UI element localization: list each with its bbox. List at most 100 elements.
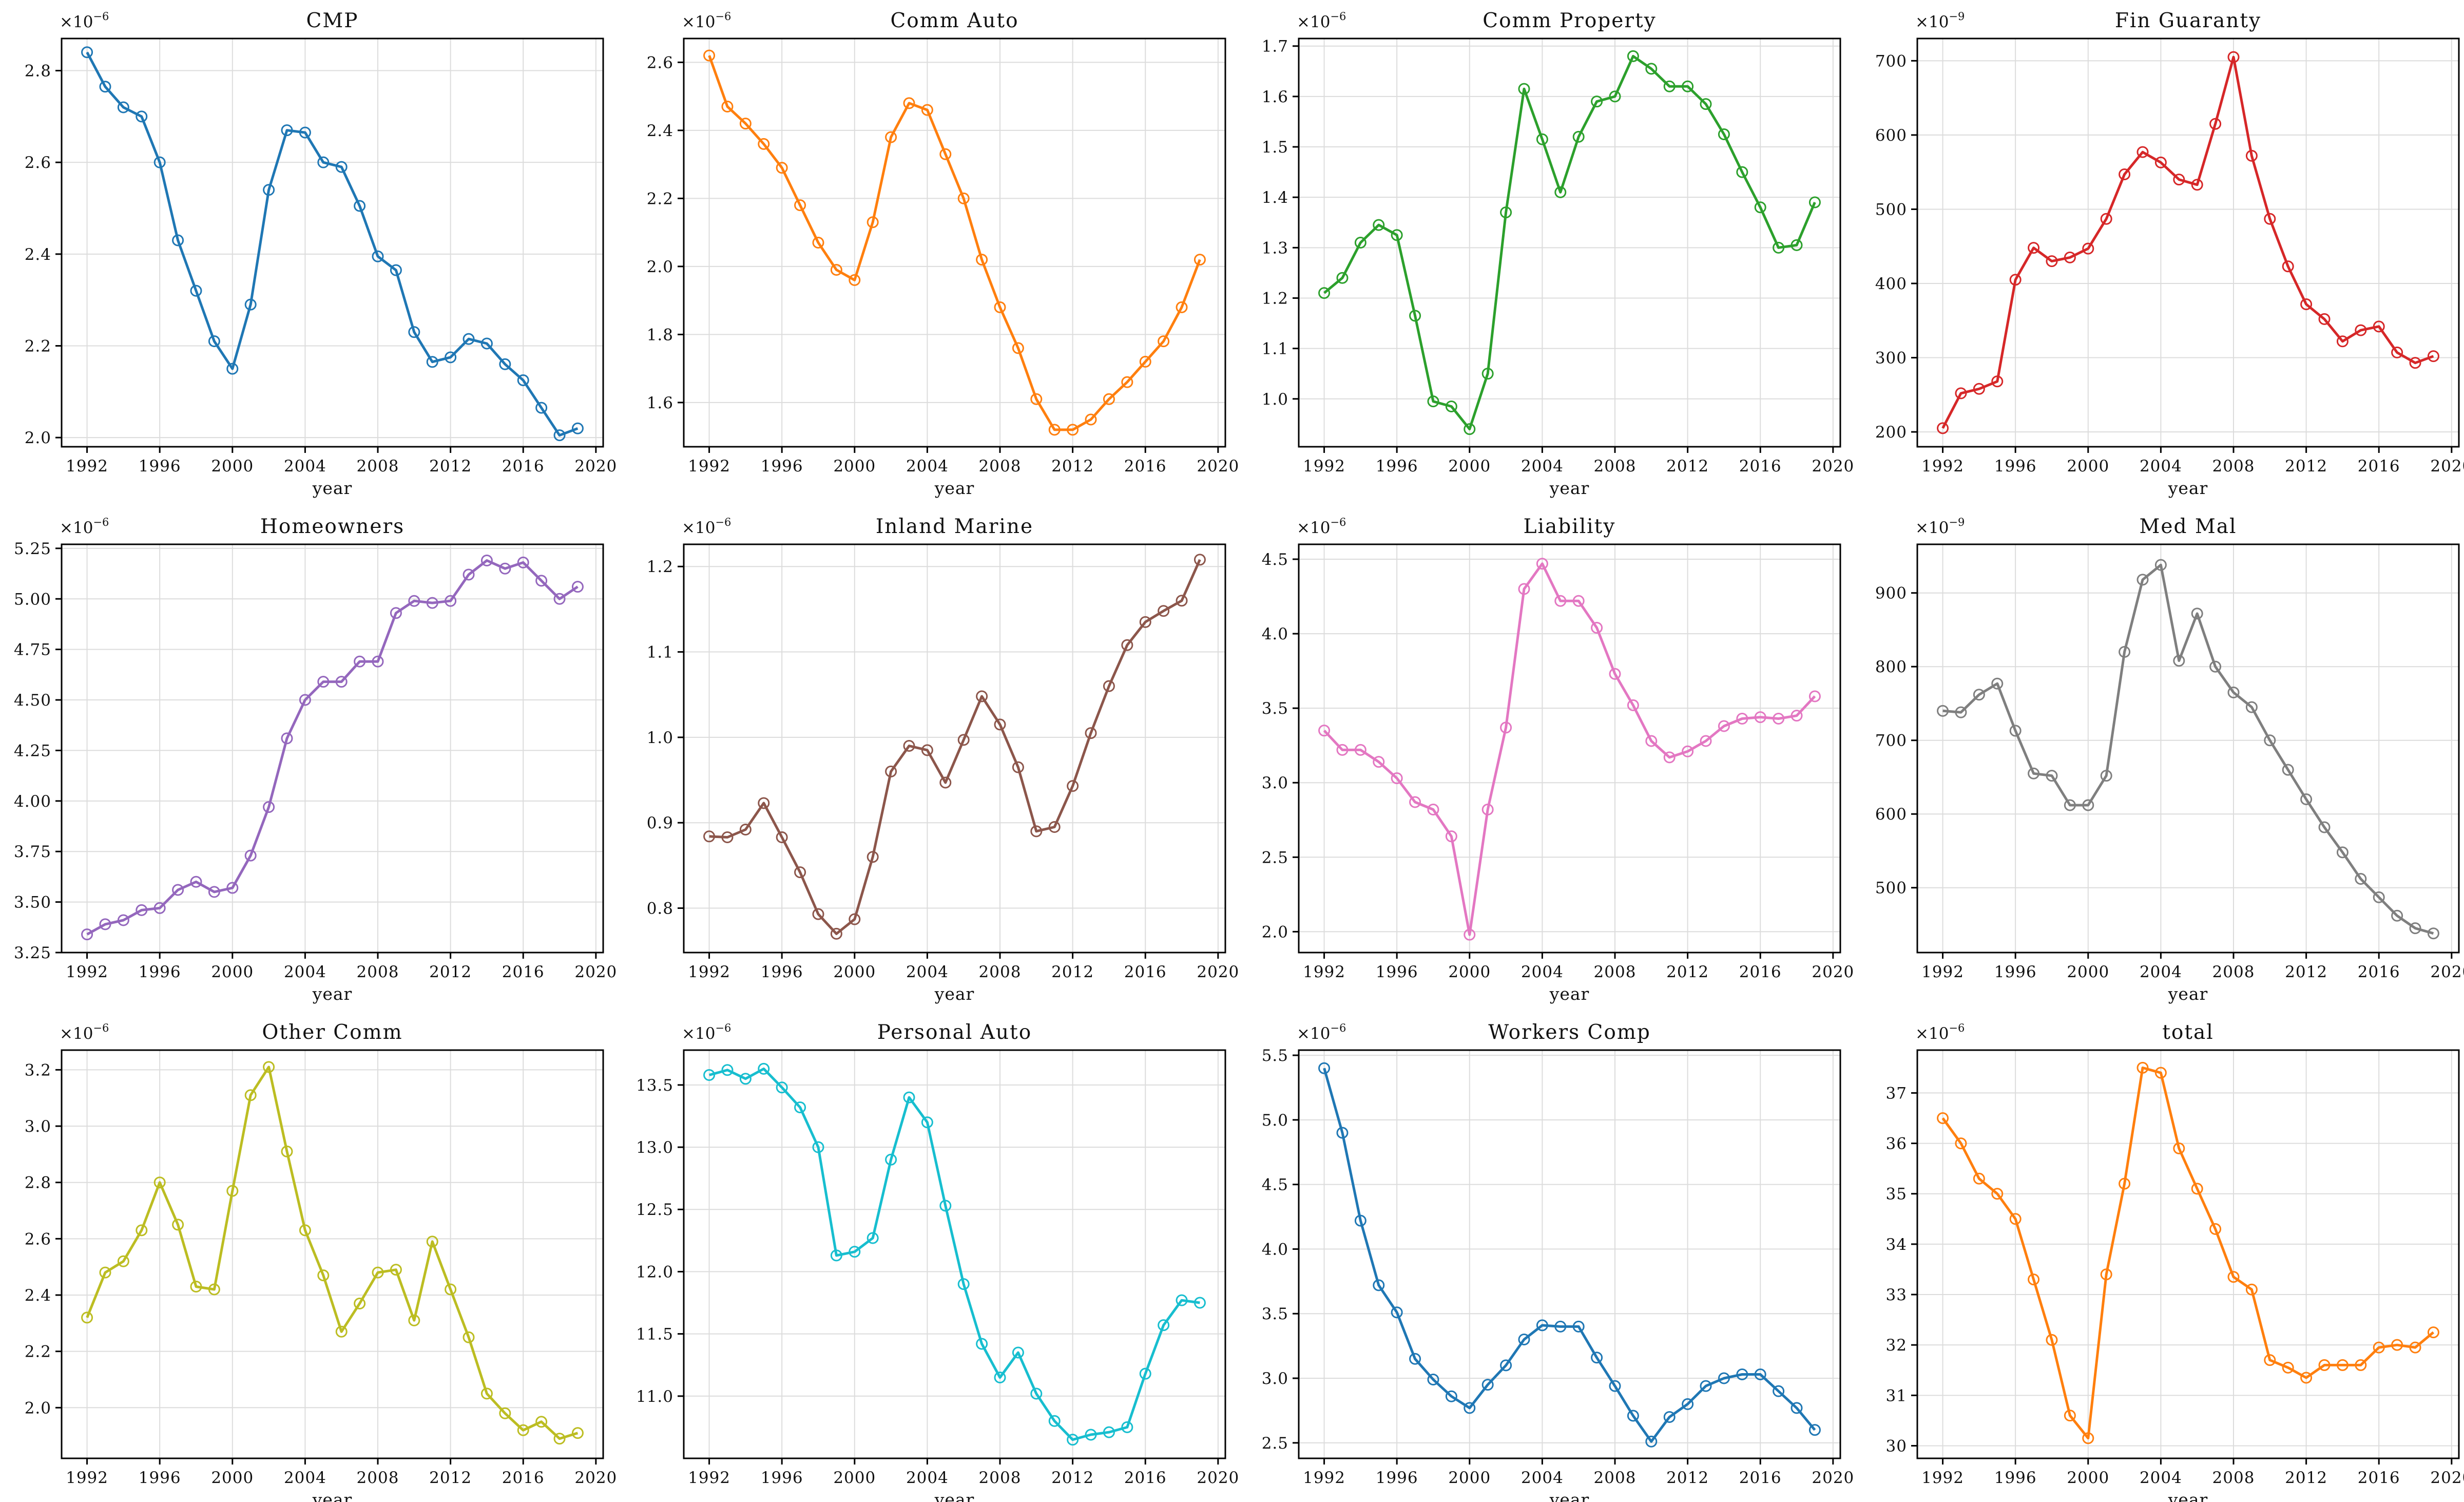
y-tick-label: 34: [1886, 1235, 1907, 1254]
data-point: [136, 110, 148, 123]
data-point: [2064, 799, 2076, 811]
data-point: [463, 1331, 475, 1343]
y-tick-label: 1.7: [1262, 37, 1288, 56]
data-point: [1808, 1424, 1821, 1436]
data-point: [2082, 1432, 2094, 1444]
y-tick-label: 1.6: [1262, 88, 1288, 106]
y-tick-label: 5.0: [1262, 1111, 1288, 1130]
data-point: [1085, 727, 1097, 739]
data-point: [2427, 1326, 2439, 1339]
data-point: [153, 156, 166, 168]
data-point: [244, 298, 257, 311]
data-point: [1773, 712, 1785, 725]
subplot: 1992 1996 2000 2004 2008 2012 2016 2020 0.8 0.9 1.…: [647, 515, 1239, 1004]
data-point: [903, 1091, 915, 1104]
data-point: [244, 1089, 257, 1101]
y-tick-label: 11.0: [636, 1387, 673, 1406]
subplot-title: Workers Comp: [1488, 1021, 1651, 1044]
data-point: [1048, 1415, 1061, 1427]
y-tick-label: 13.0: [636, 1138, 673, 1157]
data-point: [2373, 320, 2385, 333]
data-point: [994, 301, 1006, 313]
data-point: [1318, 287, 1331, 299]
data-point: [1718, 720, 1730, 732]
data-point: [263, 801, 275, 813]
axes-frame: [683, 543, 1226, 954]
data-point: [739, 118, 752, 130]
x-tick-label: 1992: [1921, 963, 1964, 981]
y-tick-label: 800: [1875, 658, 1907, 676]
x-tick-label: 2020: [1197, 963, 1239, 981]
data-point: [2409, 357, 2421, 369]
y-tick-label: 2.4: [25, 245, 51, 264]
series-line: [86, 51, 579, 437]
data-point: [1176, 595, 1188, 607]
data-point: [2136, 1061, 2149, 1074]
x-axis-label: year: [312, 478, 353, 498]
y-tick-label: 4.0: [1262, 625, 1288, 643]
data-point: [1139, 1367, 1151, 1380]
x-tick-label: 1996: [1994, 1469, 2037, 1487]
data-point: [2264, 734, 2276, 747]
x-axis-label: year: [934, 984, 975, 1004]
data-point: [535, 575, 548, 587]
data-point: [976, 254, 988, 266]
subplot-title: Fin Guaranty: [2115, 9, 2261, 32]
series-line: [1942, 563, 2434, 935]
data-point: [739, 824, 752, 836]
y-tick-label: 1.1: [1262, 340, 1288, 358]
series-line: [86, 559, 579, 936]
y-tick-label: 2.2: [647, 189, 673, 208]
x-tick-label: 2012: [2285, 457, 2327, 476]
data-point: [354, 1297, 366, 1309]
x-tick-label: 2008: [357, 963, 399, 981]
data-point: [1194, 1297, 1206, 1309]
data-point: [263, 1061, 275, 1073]
data-point: [1012, 761, 1024, 773]
axes-frame: [683, 37, 1226, 448]
data-point: [1409, 1353, 1421, 1365]
x-tick-label: 2008: [357, 457, 399, 476]
x-axis-label: year: [2168, 478, 2208, 498]
y-tick-label: 2.6: [25, 1230, 51, 1248]
data-point: [739, 1073, 752, 1085]
x-tick-label: 2020: [574, 457, 617, 476]
data-point: [480, 1387, 493, 1400]
data-point: [1536, 1319, 1548, 1332]
data-point: [921, 1116, 933, 1129]
data-point: [2227, 1271, 2240, 1283]
data-point: [1773, 241, 1785, 254]
data-point: [1464, 928, 1476, 941]
y-tick-label: 1.3: [1262, 239, 1288, 257]
axes-frame: [1916, 37, 2460, 448]
y-tick-label: 3.0: [1262, 1370, 1288, 1388]
data-point: [1464, 423, 1476, 435]
x-tick-label: 1996: [1376, 1469, 1418, 1487]
data-point: [2355, 1359, 2367, 1371]
data-point: [1067, 1434, 1079, 1446]
data-point: [99, 81, 111, 93]
y-tick-label: 35: [1886, 1185, 1907, 1204]
data-point: [1609, 1380, 1621, 1392]
data-point: [1937, 422, 1949, 434]
x-tick-label: 2012: [1666, 1469, 1709, 1487]
y-tick-label: 2.6: [25, 154, 51, 172]
x-tick-label: 2004: [284, 963, 326, 981]
y-tick-label: 2.6: [647, 53, 673, 72]
x-tick-label: 2004: [2140, 457, 2182, 476]
data-point: [1500, 1359, 1512, 1372]
data-point: [2154, 1067, 2167, 1079]
data-point: [1682, 1398, 1694, 1410]
data-point: [758, 138, 770, 150]
subplot: 1992 1996 2000 2004 2008 2012 2016 2020 11.0 11.5…: [636, 1021, 1239, 1502]
data-point: [1627, 699, 1639, 711]
data-point: [1791, 239, 1803, 251]
y-tick-label: 11.5: [636, 1325, 673, 1344]
data-point: [226, 882, 239, 894]
data-point: [553, 1433, 566, 1445]
y-tick-label: 500: [1875, 200, 1907, 219]
data-point: [1754, 1368, 1766, 1380]
x-tick-label: 2016: [502, 963, 545, 981]
data-point: [1103, 1426, 1115, 1438]
y-tick-label: 32: [1886, 1336, 1907, 1355]
